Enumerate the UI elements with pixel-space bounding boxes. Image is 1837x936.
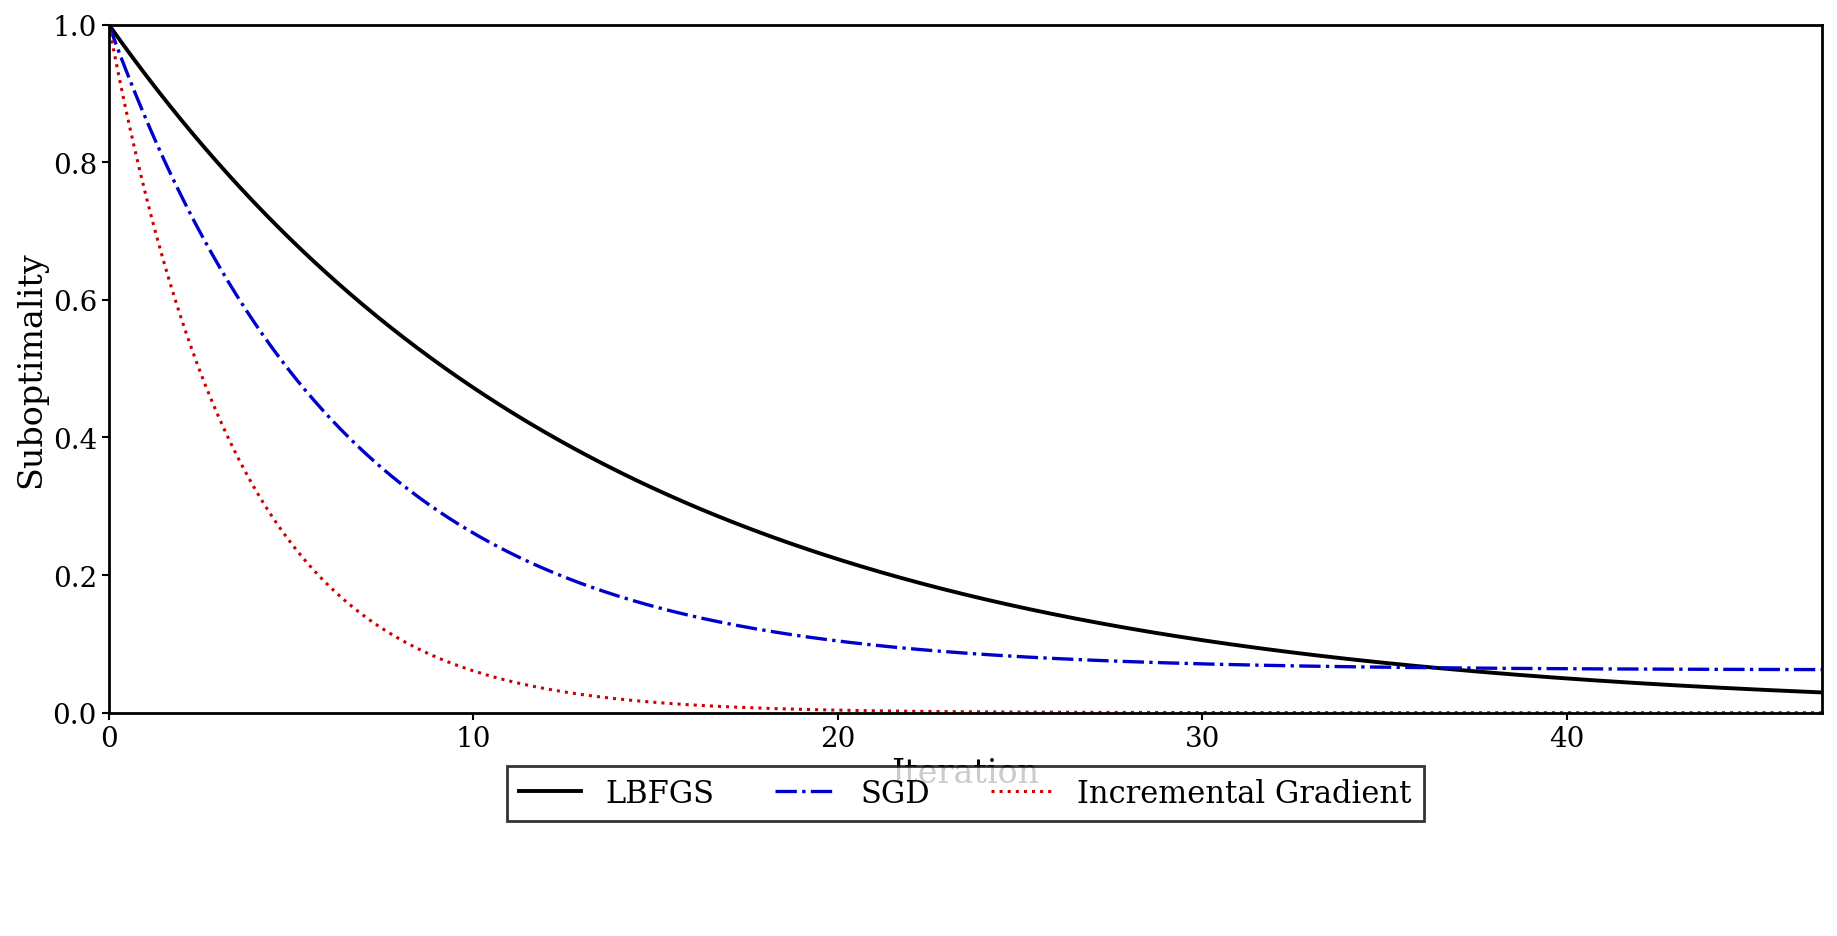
LBFGS	[1275, 646, 1297, 657]
SGD	[1275, 661, 1297, 672]
Line: Incremental Gradient: Incremental Gradient	[108, 25, 1822, 713]
SGD	[1464, 663, 1486, 674]
Incremental Gradient	[1275, 708, 1297, 719]
X-axis label: Iteration: Iteration	[891, 757, 1040, 789]
Incremental Gradient	[1433, 708, 1455, 719]
LBFGS	[97, 20, 119, 31]
SGD	[1811, 665, 1833, 676]
Y-axis label: Suboptimality: Suboptimality	[15, 251, 48, 488]
LBFGS	[1464, 666, 1486, 678]
Incremental Gradient	[852, 705, 874, 716]
Line: SGD: SGD	[108, 25, 1822, 670]
SGD	[790, 631, 812, 642]
SGD	[97, 20, 119, 31]
SGD	[272, 358, 294, 370]
Incremental Gradient	[1811, 708, 1833, 719]
Incremental Gradient	[272, 528, 294, 539]
SGD	[1433, 663, 1455, 674]
Incremental Gradient	[97, 20, 119, 31]
Incremental Gradient	[1464, 708, 1486, 719]
LBFGS	[852, 562, 874, 573]
Incremental Gradient	[790, 704, 812, 715]
LBFGS	[1433, 664, 1455, 675]
LBFGS	[272, 227, 294, 239]
Legend: LBFGS, SGD, Incremental Gradient: LBFGS, SGD, Incremental Gradient	[507, 766, 1424, 822]
Line: LBFGS: LBFGS	[108, 25, 1822, 693]
LBFGS	[790, 542, 812, 553]
LBFGS	[1811, 687, 1833, 698]
SGD	[852, 638, 874, 650]
